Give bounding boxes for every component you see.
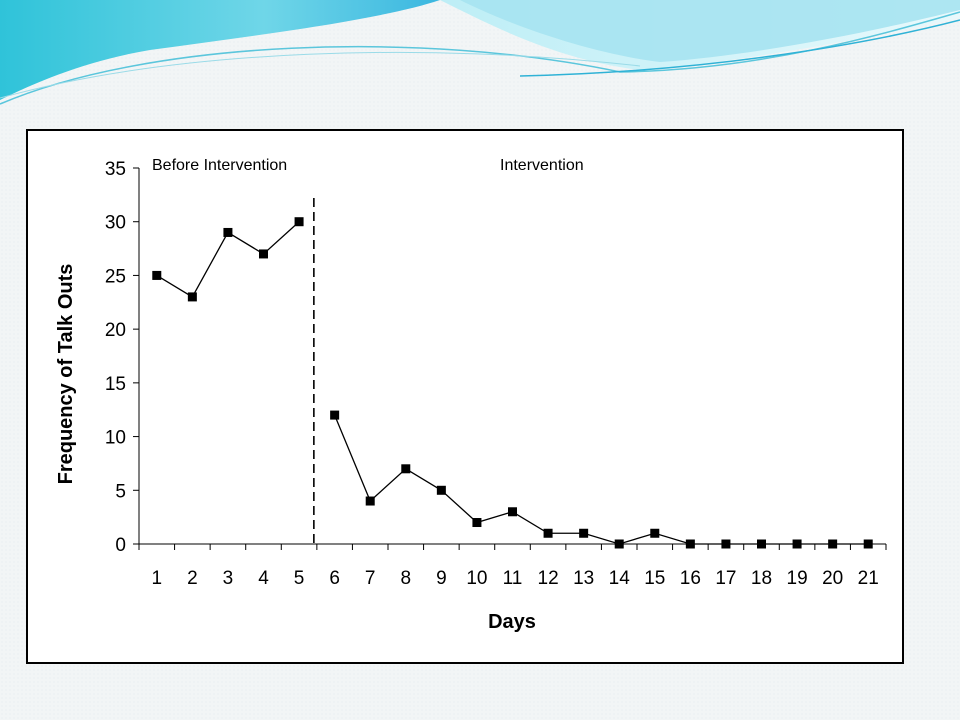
y-axis-ticks: 0 5 10 15 20 25 30 35	[105, 159, 139, 556]
chart-frame: 0 5 10 15 20 25 30 35 1 2 3 4 5 6 7 8 9 10 11 12 13 14 15 16 17…	[26, 129, 904, 664]
x-tick-label: 11	[503, 568, 523, 589]
data-point-marker	[330, 410, 340, 420]
y-tick-label: 35	[105, 159, 126, 180]
x-tick-label: 7	[365, 568, 376, 589]
x-tick-label: 3	[223, 568, 234, 589]
x-tick-label: 15	[644, 568, 665, 589]
x-axis-ticks: 1 2 3 4 5 6 7 8 9 10 11 12 13 14 15 16 17 18 19 20 21	[138, 544, 887, 589]
data-point-marker	[543, 528, 553, 538]
data-point-marker	[436, 485, 446, 495]
data-series	[152, 217, 873, 549]
x-tick-label: 21	[858, 568, 879, 589]
x-tick-label: 20	[822, 568, 843, 589]
data-point-marker	[365, 496, 375, 506]
y-tick-label: 10	[105, 428, 126, 449]
x-tick-label: 14	[609, 568, 631, 589]
x-tick-label: 13	[573, 568, 594, 589]
x-tick-label: 9	[436, 568, 447, 589]
data-point-marker	[187, 292, 197, 302]
x-tick-label: 19	[787, 568, 808, 589]
x-tick-label: 4	[258, 568, 269, 589]
data-point-marker	[828, 539, 838, 549]
y-tick-label: 25	[105, 266, 126, 287]
data-point-marker	[259, 249, 268, 259]
y-tick-label: 20	[105, 320, 126, 341]
data-point-marker	[792, 539, 802, 549]
y-tick-label: 30	[105, 213, 126, 234]
slide-header-swoosh	[0, 0, 960, 105]
y-tick-label: 15	[105, 374, 126, 395]
x-tick-label: 18	[751, 568, 772, 589]
x-tick-label: 12	[538, 568, 559, 589]
x-tick-label: 5	[294, 568, 305, 589]
axes	[138, 168, 886, 545]
x-tick-label: 6	[329, 568, 340, 589]
data-point-marker	[614, 539, 624, 549]
x-tick-label: 8	[400, 568, 411, 589]
data-point-marker	[650, 528, 660, 538]
data-point-marker	[685, 539, 695, 549]
x-tick-label: 2	[187, 568, 198, 589]
data-point-marker	[294, 217, 304, 227]
data-point-marker	[401, 464, 411, 474]
y-axis-title: Frequency of Talk Outs	[55, 264, 77, 485]
y-tick-label: 5	[115, 481, 126, 502]
y-tick-label: 0	[115, 535, 126, 556]
x-tick-label: 1	[151, 568, 162, 589]
x-tick-label: 16	[680, 568, 701, 589]
data-point-marker	[579, 528, 589, 538]
data-point-marker	[508, 507, 517, 517]
data-point-marker	[863, 539, 873, 549]
data-point-marker	[721, 539, 731, 549]
x-tick-label: 17	[715, 568, 736, 589]
x-tick-label: 10	[466, 568, 487, 589]
phase-label-before-intervention: Before Intervention	[152, 157, 287, 174]
phase-label-intervention: Intervention	[500, 157, 584, 174]
series-line-phase-1	[334, 414, 869, 545]
data-point-marker	[152, 270, 162, 280]
data-point-marker	[757, 539, 766, 549]
data-point-marker	[223, 227, 233, 237]
x-axis-title: Days	[488, 611, 536, 633]
data-point-marker	[472, 518, 482, 528]
